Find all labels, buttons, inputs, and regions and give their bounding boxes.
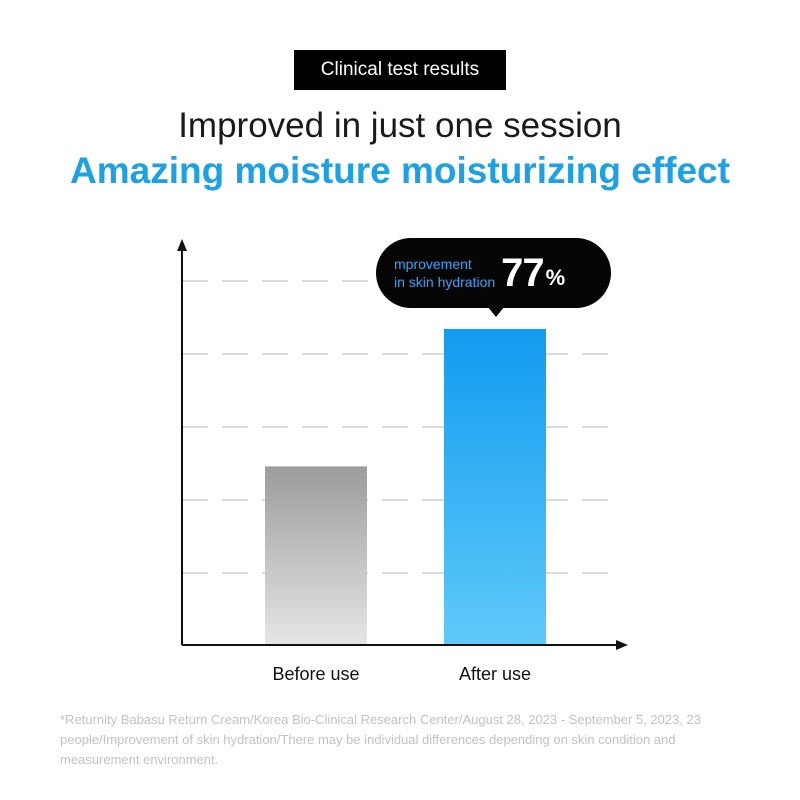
- callout-value: 77: [501, 250, 544, 295]
- headline: Improved in just one session: [178, 106, 622, 145]
- bar-after-use: [444, 328, 546, 645]
- y-axis-arrow: [177, 239, 187, 251]
- x-tick-label-after-use: After use: [459, 664, 531, 684]
- callout-label-line-2: in skin hydration: [394, 274, 496, 290]
- axes: [177, 239, 628, 650]
- callout-pointer: [488, 307, 504, 317]
- callout-unit: %: [545, 265, 566, 290]
- callout-label-line-1: mprovement: [394, 256, 472, 272]
- bars: [265, 328, 546, 645]
- gridlines: [182, 280, 622, 574]
- improvement-callout: mprovement in skin hydration 77 %: [376, 238, 611, 317]
- subheadline: Amazing moisture moisturizing effect: [70, 150, 730, 191]
- section-badge: Clinical test results: [294, 50, 506, 90]
- x-axis-arrow: [616, 640, 628, 650]
- bar-before-use: [265, 466, 367, 645]
- x-tick-label-before-use: Before use: [272, 664, 359, 684]
- footnote: *Returnity Babasu Return Cream/Korea Bio…: [60, 712, 701, 767]
- x-tick-labels: Before use After use: [272, 664, 531, 684]
